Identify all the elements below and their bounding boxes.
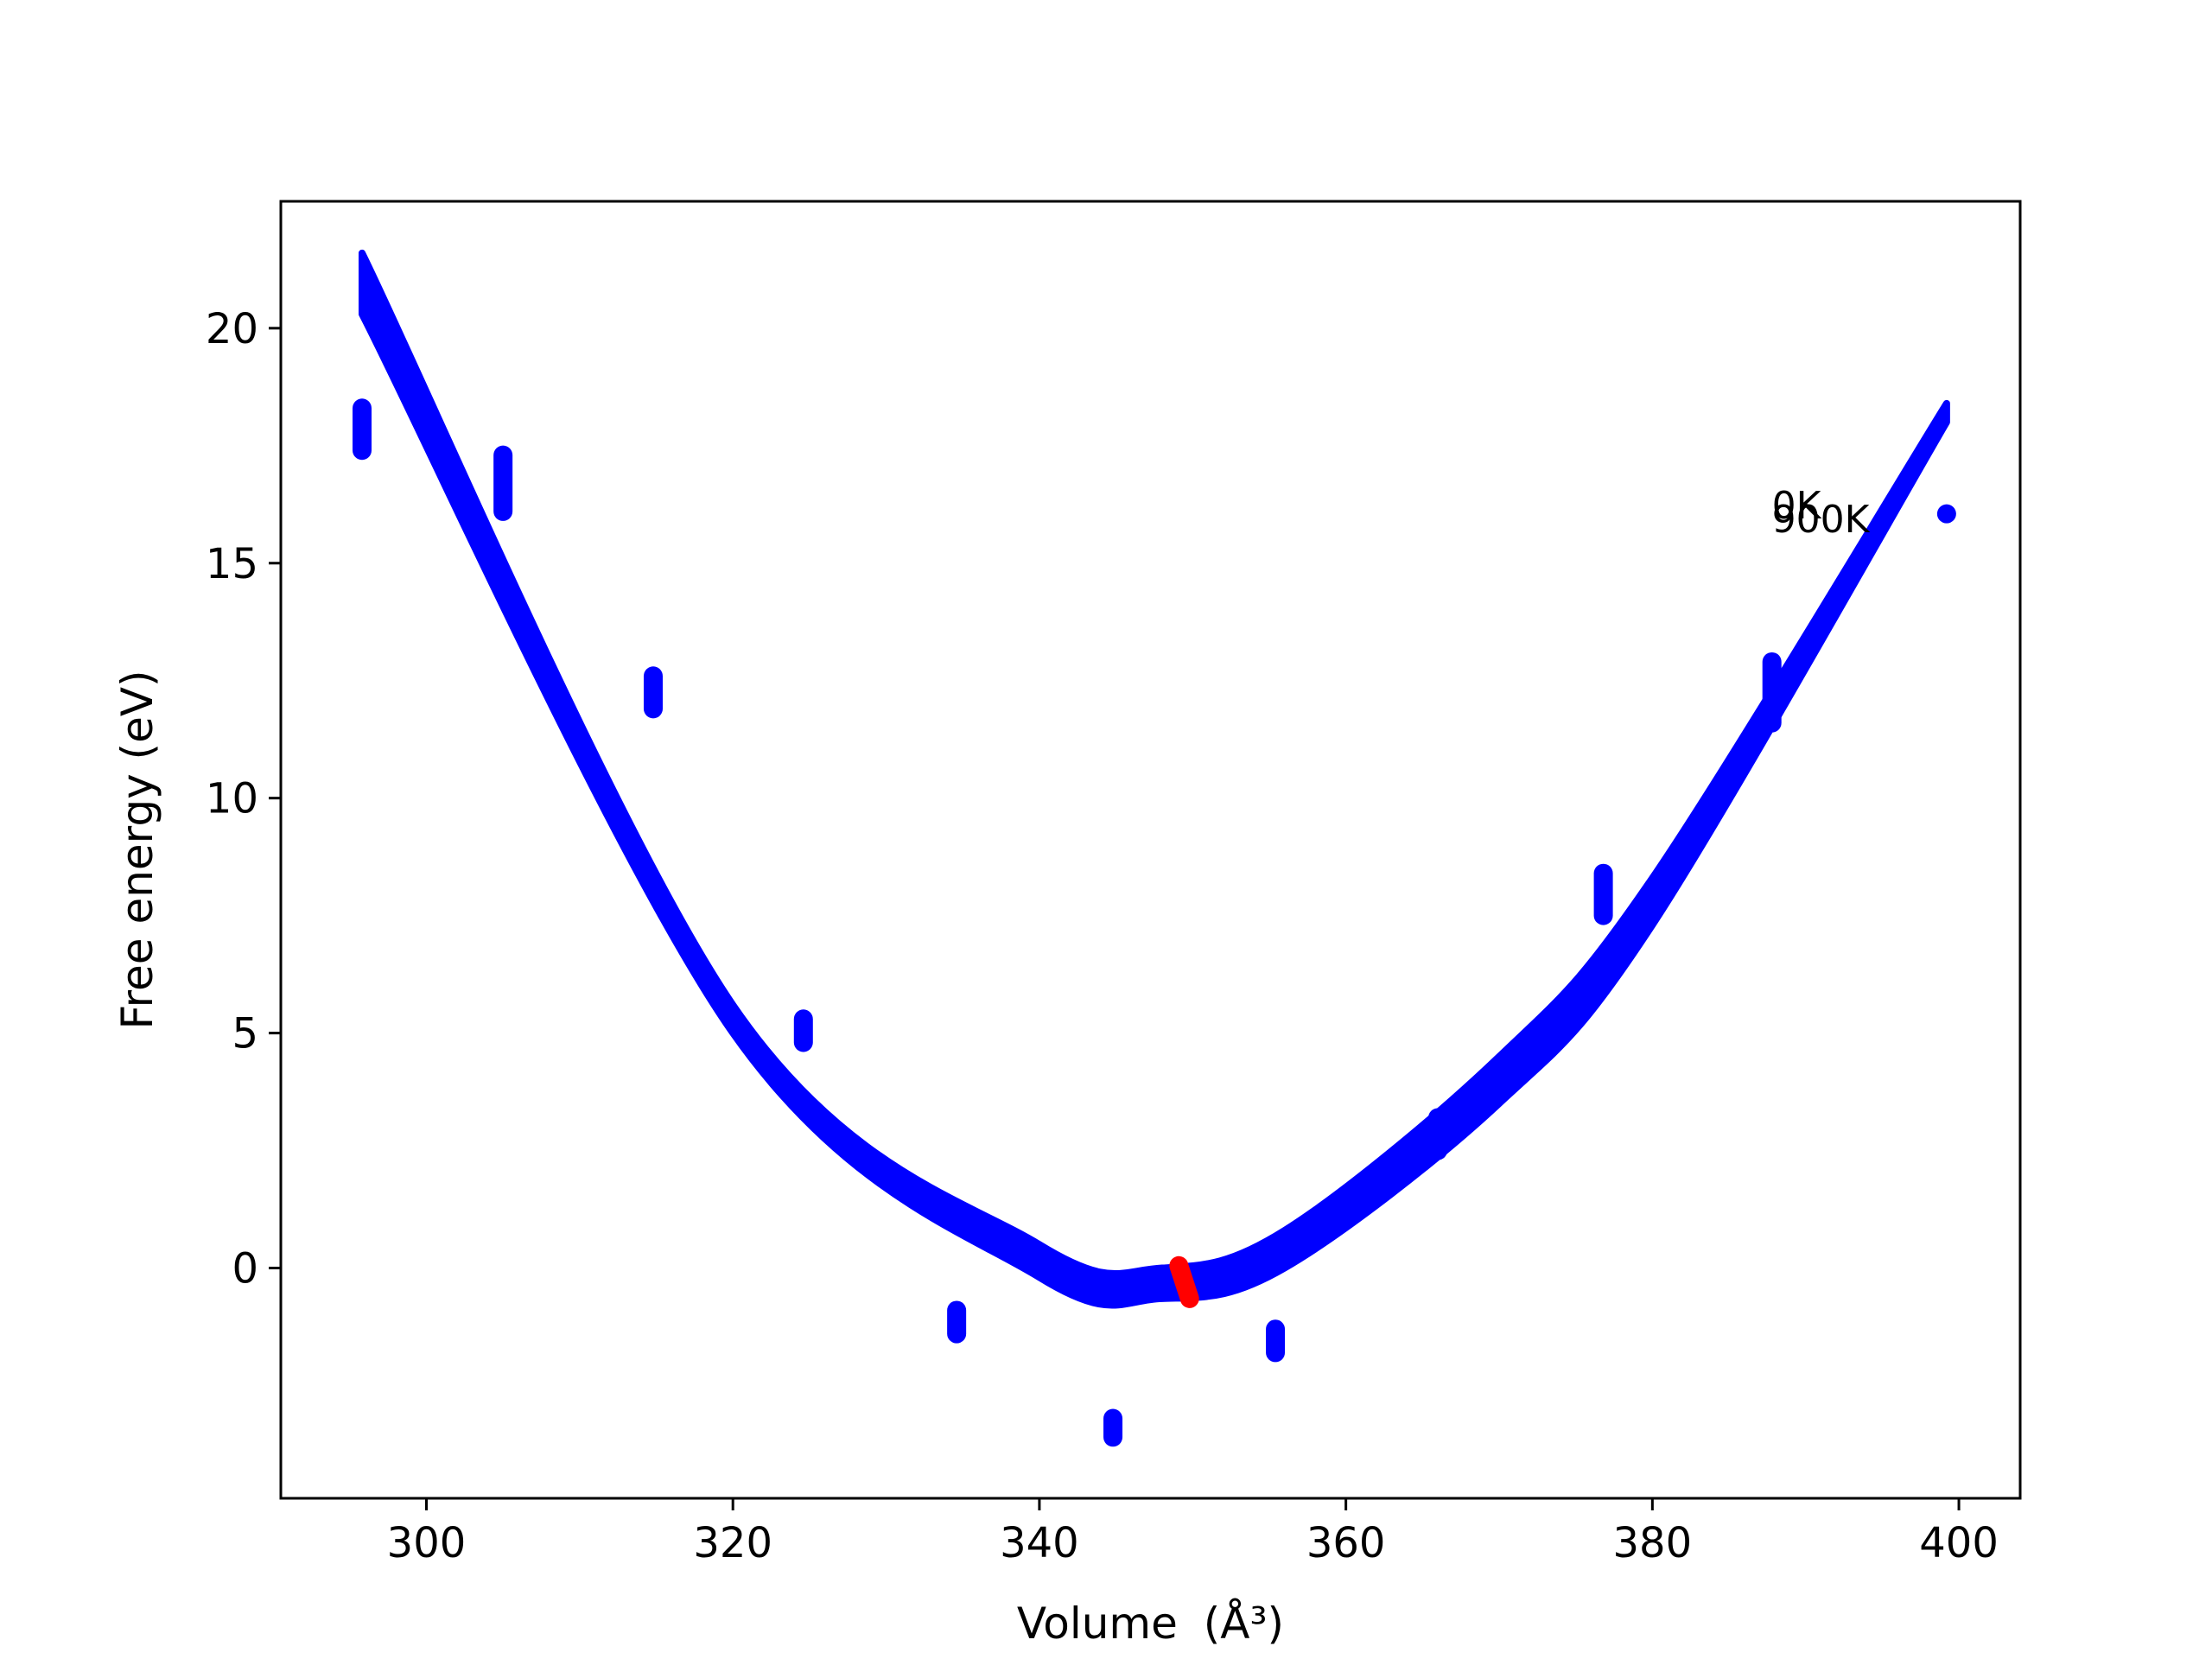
x-axis-label-unit: (Å³) <box>1204 1599 1284 1649</box>
x-axis-label-name: Volume <box>1017 1599 1178 1649</box>
fit-curve-band <box>358 249 1950 1309</box>
temperature-annotation: 900K <box>1772 498 1871 542</box>
x-tick-label: 400 <box>1919 1519 1999 1567</box>
y-tick-label: 20 <box>206 305 258 353</box>
x-axis-ticks: 300 320 340 360 380 400 <box>387 1498 1999 1567</box>
y-axis-label: Free energy (eV) <box>112 670 162 1029</box>
y-tick-label: 15 <box>206 540 258 588</box>
x-axis-label: Volume (Å³) <box>1017 1599 1284 1649</box>
y-tick-label: 5 <box>232 1010 258 1058</box>
minimum-markers-layer <box>1169 1255 1199 1308</box>
minimum-volume-markers <box>1169 1255 1199 1308</box>
data-points-layer <box>352 398 1956 1447</box>
x-tick-label: 320 <box>693 1519 772 1567</box>
data-point <box>1936 504 1956 524</box>
x-tick-label: 360 <box>1306 1519 1386 1567</box>
x-tick-label: 300 <box>387 1519 467 1567</box>
y-tick-label: 10 <box>206 775 258 823</box>
data-point-stack <box>1936 504 1956 524</box>
y-axis-ticks: 0 5 10 15 20 <box>206 305 281 1294</box>
plot-area-frame <box>279 200 2022 1500</box>
y-tick-label: 0 <box>232 1245 258 1294</box>
fit-curve-layer <box>358 249 1950 1309</box>
x-tick-label: 340 <box>1000 1519 1079 1567</box>
temperature-annotation: 0K <box>1772 484 1822 528</box>
x-tick-label: 380 <box>1613 1519 1693 1567</box>
